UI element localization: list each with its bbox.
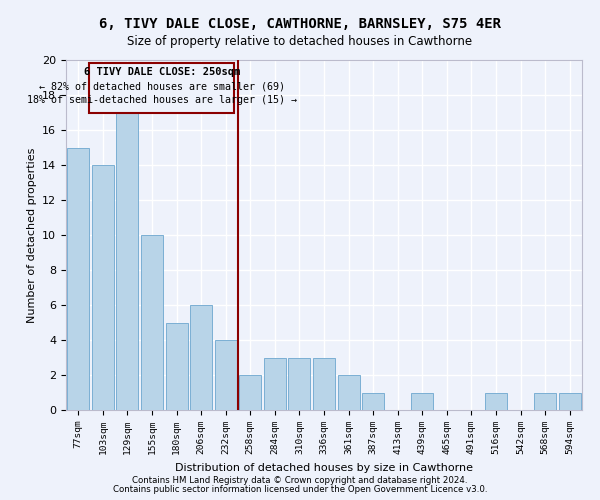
Bar xyxy=(190,305,212,410)
Bar xyxy=(362,392,384,410)
Bar xyxy=(313,358,335,410)
Text: ← 82% of detached houses are smaller (69): ← 82% of detached houses are smaller (69… xyxy=(39,81,285,91)
Text: Size of property relative to detached houses in Cawthorne: Size of property relative to detached ho… xyxy=(127,35,473,48)
Bar xyxy=(338,375,359,410)
Text: Contains public sector information licensed under the Open Government Licence v3: Contains public sector information licen… xyxy=(113,485,487,494)
Text: Contains HM Land Registry data © Crown copyright and database right 2024.: Contains HM Land Registry data © Crown c… xyxy=(132,476,468,485)
Y-axis label: Number of detached properties: Number of detached properties xyxy=(26,148,37,322)
Bar xyxy=(559,392,581,410)
Bar xyxy=(92,165,114,410)
Bar xyxy=(116,112,139,410)
Bar xyxy=(215,340,237,410)
Bar xyxy=(534,392,556,410)
Bar xyxy=(485,392,507,410)
Bar xyxy=(67,148,89,410)
Bar xyxy=(289,358,310,410)
Bar xyxy=(239,375,262,410)
Text: 18% of semi-detached houses are larger (15) →: 18% of semi-detached houses are larger (… xyxy=(27,95,297,105)
Bar xyxy=(264,358,286,410)
Bar xyxy=(141,235,163,410)
Text: 6 TIVY DALE CLOSE: 250sqm: 6 TIVY DALE CLOSE: 250sqm xyxy=(84,67,240,77)
FancyBboxPatch shape xyxy=(89,62,235,112)
Bar xyxy=(411,392,433,410)
Bar xyxy=(166,322,188,410)
Text: 6, TIVY DALE CLOSE, CAWTHORNE, BARNSLEY, S75 4ER: 6, TIVY DALE CLOSE, CAWTHORNE, BARNSLEY,… xyxy=(99,18,501,32)
X-axis label: Distribution of detached houses by size in Cawthorne: Distribution of detached houses by size … xyxy=(175,462,473,472)
